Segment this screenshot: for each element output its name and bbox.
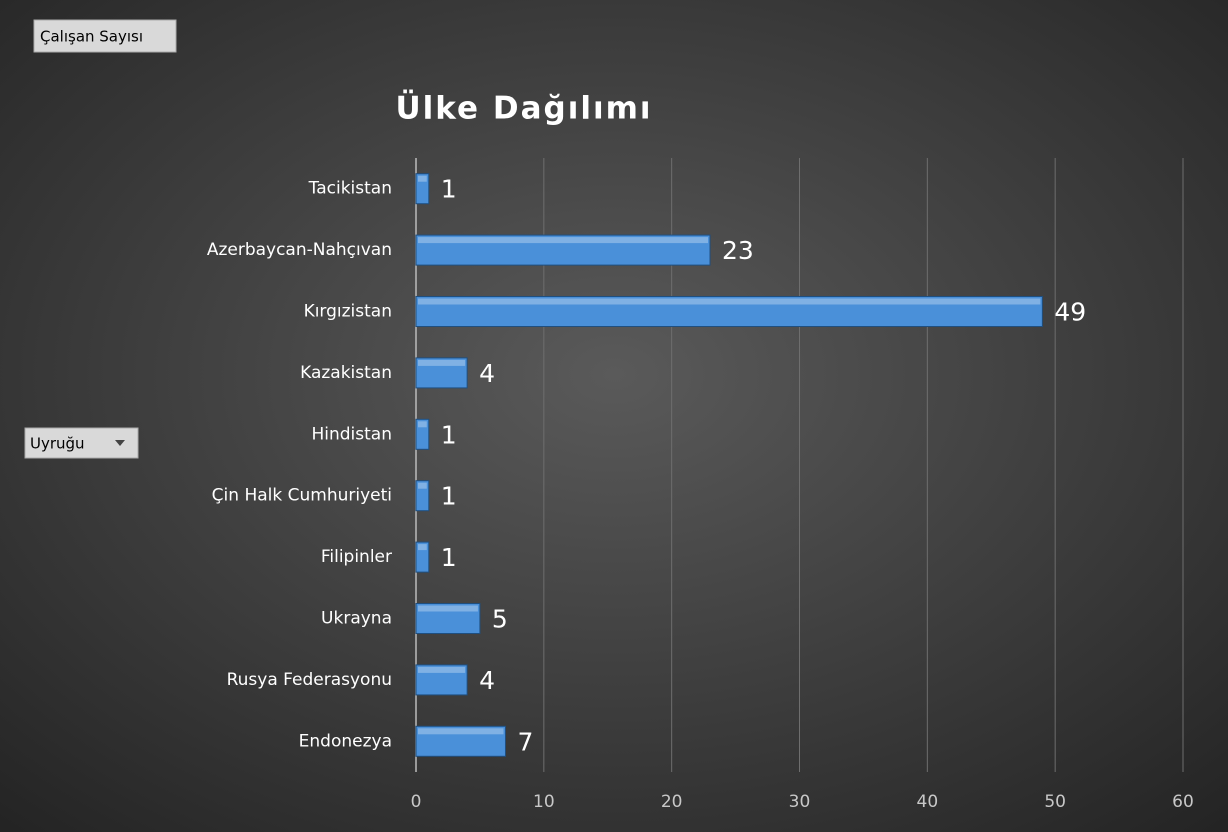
y-tick-label: Kazakistan: [300, 363, 392, 383]
bar: [415, 418, 430, 450]
bar: [415, 234, 711, 266]
chart-title: Ülke Dağılımı: [395, 90, 652, 127]
bar: [415, 357, 468, 389]
bar: [415, 480, 430, 512]
data-label: 49: [1054, 298, 1086, 327]
data-label: 4: [479, 666, 495, 695]
y-tick-label: Kırgızistan: [304, 302, 392, 322]
bar: [415, 664, 468, 696]
axis-field-button-label: Uyruğu: [30, 435, 85, 453]
field-button[interactable]: [33, 19, 177, 53]
dropdown-arrow: [115, 440, 125, 446]
bar-highlight: [418, 237, 709, 244]
bar-highlight: [418, 482, 427, 489]
bar-highlight: [418, 359, 466, 366]
bar: [415, 603, 481, 634]
data-label: 4: [479, 359, 495, 388]
bar: [415, 173, 430, 205]
x-tick-label: 20: [661, 792, 683, 812]
data-label: 1: [441, 482, 457, 511]
y-tick-label: Filipinler: [321, 547, 392, 567]
data-label: 1: [441, 543, 457, 572]
y-tick-label: Endonezya: [299, 731, 392, 751]
x-tick-label: 0: [411, 792, 422, 812]
y-tick-label: Çin Halk Cumhuriyeti: [212, 486, 392, 506]
x-tick-label: 30: [789, 792, 811, 812]
x-tick-label: 10: [533, 792, 555, 812]
bar-highlight: [418, 175, 427, 182]
bar: [415, 725, 506, 757]
field-button-label: Çalışan Sayısı: [40, 28, 143, 46]
data-label: 5: [492, 605, 508, 634]
bar-highlight: [418, 605, 478, 612]
bar: [415, 296, 1043, 327]
x-tick-label: 50: [1044, 792, 1066, 812]
x-tick-label: 40: [917, 792, 939, 812]
y-tick-label: Azerbaycan-Nahçıvan: [207, 240, 392, 260]
data-label: 1: [441, 420, 457, 449]
data-label: 23: [722, 236, 754, 265]
bar: [415, 541, 430, 573]
bar-highlight: [418, 728, 504, 735]
bar-highlight: [418, 421, 427, 428]
bar-highlight: [418, 666, 466, 673]
y-tick-label: Ukrayna: [321, 609, 392, 629]
bar-highlight: [418, 298, 1041, 305]
data-label: 1: [441, 175, 457, 204]
bar-highlight: [418, 544, 427, 551]
y-tick-label: Hindistan: [311, 424, 392, 444]
y-tick-label: Rusya Federasyonu: [227, 670, 392, 690]
x-tick-label: 60: [1172, 792, 1194, 812]
data-label: 7: [517, 727, 533, 756]
y-tick-label: Tacikistan: [308, 179, 392, 199]
